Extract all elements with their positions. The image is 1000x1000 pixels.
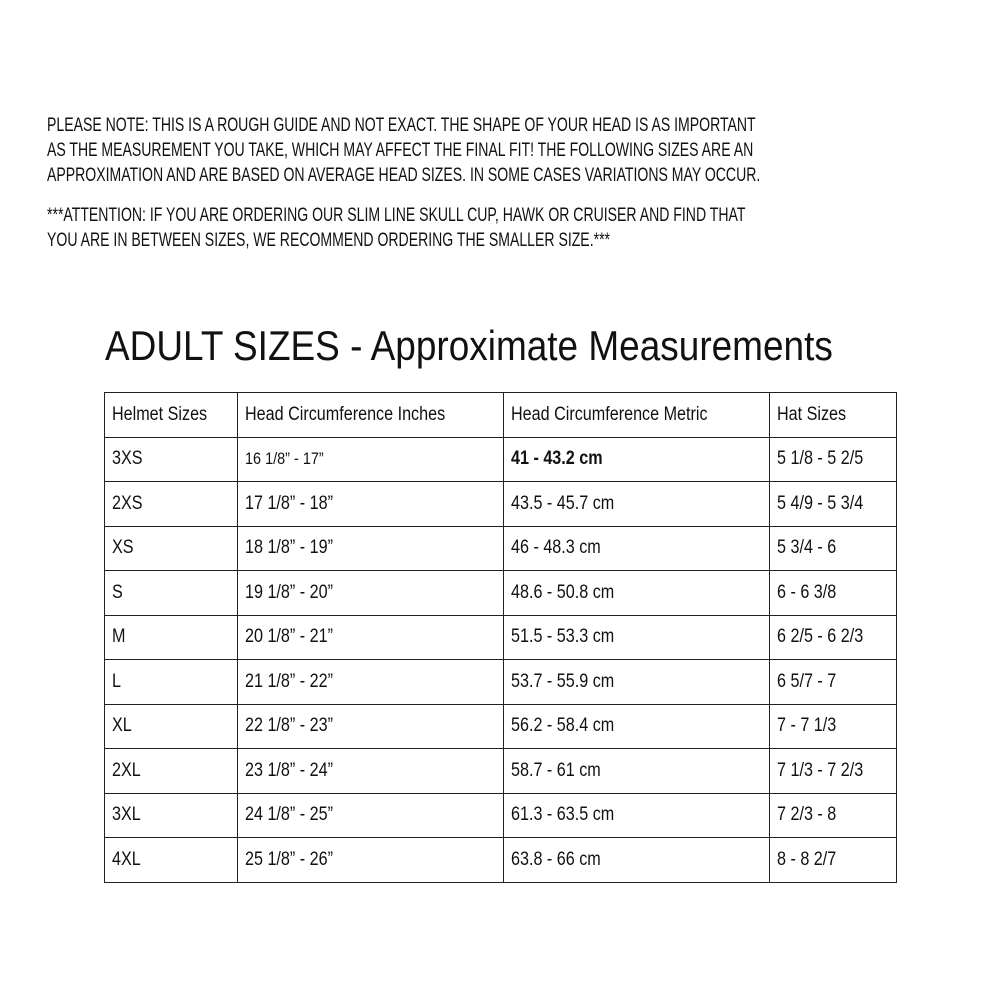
inches-cell: 18 1/8” - 19” bbox=[237, 525, 504, 571]
table-row: XL 22 1/8” - 23” 56.2 - 58.4 cm 7 - 7 1/3 bbox=[104, 703, 897, 749]
inches-cell: 21 1/8” - 22” bbox=[237, 659, 504, 705]
attention-line: ***ATTENTION: IF YOU ARE ORDERING OUR SL… bbox=[47, 205, 746, 226]
metric-cell: 41 - 43.2 cm bbox=[503, 436, 770, 482]
helmet-size-cell: 2XL bbox=[104, 748, 238, 794]
inches-cell: 22 1/8” - 23” bbox=[237, 703, 504, 749]
table-row: M 20 1/8” - 21” 51.5 - 53.3 cm 6 2/5 - 6 2/… bbox=[104, 614, 897, 660]
header-cell: Head Circumference Inches bbox=[237, 392, 504, 438]
metric-cell: 56.2 - 58.4 cm bbox=[503, 703, 770, 749]
metric-cell: 48.6 - 50.8 cm bbox=[503, 570, 770, 616]
hat-size-cell: 6 2/5 - 6 2/3 bbox=[769, 614, 897, 660]
table-header-row: Helmet Sizes Head Circumference Inches H… bbox=[104, 392, 897, 438]
inches-cell: 16 1/8” - 17” bbox=[237, 436, 504, 482]
header-cell: Helmet Sizes bbox=[104, 392, 238, 438]
table-row: 2XL 23 1/8” - 24” 58.7 - 61 cm 7 1/3 - 7 2/… bbox=[104, 748, 897, 794]
hat-size-cell: 7 1/3 - 7 2/3 bbox=[769, 748, 897, 794]
helmet-size-cell: L bbox=[104, 659, 238, 705]
metric-cell: 61.3 - 63.5 cm bbox=[503, 792, 770, 838]
helmet-size-cell: XS bbox=[104, 525, 238, 571]
hat-size-cell: 7 - 7 1/3 bbox=[769, 703, 897, 749]
helmet-size-cell: XL bbox=[104, 703, 238, 749]
page-title: ADULT SIZES - Approximate Measurements bbox=[105, 322, 833, 369]
inches-cell: 17 1/8” - 18” bbox=[237, 481, 504, 527]
helmet-size-cell: 4XL bbox=[104, 837, 238, 883]
helmet-size-cell: 2XS bbox=[104, 481, 238, 527]
table-row: 3XS 16 1/8” - 17” 41 - 43.2 cm 5 1/8 - 5 2/… bbox=[104, 436, 897, 482]
helmet-size-cell: S bbox=[104, 570, 238, 616]
inches-cell: 24 1/8” - 25” bbox=[237, 792, 504, 838]
note-line: AS THE MEASUREMENT YOU TAKE, WHICH MAY A… bbox=[47, 140, 754, 161]
hat-size-cell: 5 1/8 - 5 2/5 bbox=[769, 436, 897, 482]
attention-line: YOU ARE IN BETWEEN SIZES, WE RECOMMEND O… bbox=[47, 230, 611, 251]
table-row: 3XL 24 1/8” - 25” 61.3 - 63.5 cm 7 2/3 - 8 bbox=[104, 792, 897, 838]
metric-cell: 63.8 - 66 cm bbox=[503, 837, 770, 883]
inches-cell: 23 1/8” - 24” bbox=[237, 748, 504, 794]
note-line: APPROXIMATION AND ARE BASED ON AVERAGE H… bbox=[47, 165, 761, 186]
table-row: XS 18 1/8” - 19” 46 - 48.3 cm 5 3/4 - 6 bbox=[104, 525, 897, 571]
table-row: L 21 1/8” - 22” 53.7 - 55.9 cm 6 5/7 - 7 bbox=[104, 659, 897, 705]
inches-cell: 25 1/8” - 26” bbox=[237, 837, 504, 883]
metric-cell: 53.7 - 55.9 cm bbox=[503, 659, 770, 705]
inches-cell: 19 1/8” - 20” bbox=[237, 570, 504, 616]
note-line: PLEASE NOTE: THIS IS A ROUGH GUIDE AND N… bbox=[47, 115, 756, 136]
hat-size-cell: 6 5/7 - 7 bbox=[769, 659, 897, 705]
metric-cell: 43.5 - 45.7 cm bbox=[503, 481, 770, 527]
hat-size-cell: 5 3/4 - 6 bbox=[769, 525, 897, 571]
helmet-size-cell: 3XL bbox=[104, 792, 238, 838]
hat-size-cell: 8 - 8 2/7 bbox=[769, 837, 897, 883]
table-row: 2XS 17 1/8” - 18” 43.5 - 45.7 cm 5 4/9 - 5 … bbox=[104, 481, 897, 527]
hat-size-cell: 5 4/9 - 5 3/4 bbox=[769, 481, 897, 527]
metric-cell: 51.5 - 53.3 cm bbox=[503, 614, 770, 660]
hat-size-cell: 6 - 6 3/8 bbox=[769, 570, 897, 616]
helmet-size-cell: 3XS bbox=[104, 436, 238, 482]
hat-size-cell: 7 2/3 - 8 bbox=[769, 792, 897, 838]
inches-cell: 20 1/8” - 21” bbox=[237, 614, 504, 660]
header-cell: Head Circumference Metric bbox=[503, 392, 770, 438]
size-table: Helmet Sizes Head Circumference Inches H… bbox=[104, 392, 897, 883]
header-cell: Hat Sizes bbox=[769, 392, 897, 438]
table-row: 4XL 25 1/8” - 26” 63.8 - 66 cm 8 - 8 2/7 bbox=[104, 837, 897, 883]
metric-cell: 58.7 - 61 cm bbox=[503, 748, 770, 794]
helmet-size-cell: M bbox=[104, 614, 238, 660]
table-row: S 19 1/8” - 20” 48.6 - 50.8 cm 6 - 6 3/8 bbox=[104, 570, 897, 616]
metric-cell: 46 - 48.3 cm bbox=[503, 525, 770, 571]
